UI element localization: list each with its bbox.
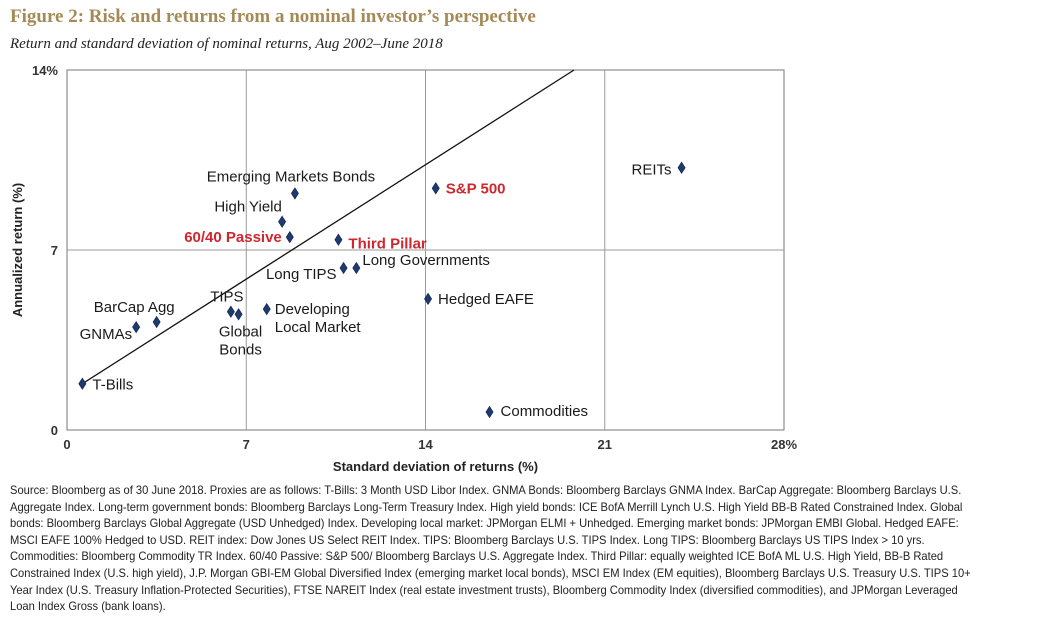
trendline-layer: [82, 69, 575, 385]
data-point-label: Developing Local Market: [275, 301, 362, 336]
data-point-label: Commodities: [501, 403, 589, 420]
data-point-label: BarCap Agg: [94, 299, 175, 316]
data-point-marker: [431, 182, 440, 195]
data-point-label: Long TIPS: [266, 266, 337, 283]
axis-layer: 0 7 14 21 28% 0 7 14% Standard deviation of retu…: [10, 63, 797, 474]
data-point-marker: [132, 320, 141, 334]
data-point-marker: [352, 261, 361, 275]
data-point-label: T-Bills: [92, 377, 133, 394]
source-note: Source: Bloomberg as of 30 June 2018. Pr…: [10, 483, 971, 614]
data-point-marker: [234, 308, 243, 321]
x-tick-label: 7: [243, 437, 250, 452]
data-point-label: High Yield: [214, 199, 282, 216]
x-tick-label: 14: [418, 437, 433, 452]
data-point-marker: [78, 377, 87, 390]
data-point-label: Third Pillar: [348, 236, 427, 253]
x-axis-title: Standard deviation of returns (%): [333, 459, 538, 474]
x-tick-label: 28%: [771, 437, 797, 452]
data-point-marker: [339, 261, 348, 275]
data-point-label: Long Governments: [362, 252, 490, 269]
data-point-marker: [285, 230, 294, 244]
data-point-marker: [424, 292, 433, 306]
data-point-label: S&P 500: [446, 180, 506, 197]
data-point-marker: [334, 233, 343, 246]
data-point-marker: [226, 305, 235, 318]
data-point-marker: [278, 215, 287, 228]
data-point-label: 60/40 Passive: [184, 229, 282, 246]
point-layer: [78, 161, 686, 419]
y-tick-label: 0: [51, 423, 58, 438]
y-tick-label: 14%: [32, 63, 58, 78]
trendline: [82, 69, 575, 385]
data-point-label: GNMAs: [80, 326, 133, 343]
data-point-label: Hedged EAFE: [438, 291, 534, 308]
data-point-marker: [290, 187, 299, 200]
data-point-marker: [485, 405, 494, 419]
figure-title: Figure 2: Risk and returns from a nomina…: [10, 6, 536, 27]
data-point-marker: [262, 302, 271, 316]
scatter-chart: 0 7 14 21 28% 0 7 14% Standard deviation of retu…: [10, 63, 797, 474]
data-point-label: TIPS: [210, 289, 243, 306]
grid-layer: [66, 69, 785, 431]
x-tick-label: 0: [63, 437, 70, 452]
y-tick-label: 7: [51, 243, 58, 258]
data-point-marker: [677, 161, 686, 174]
y-axis-title: Annualized return (%): [10, 183, 25, 317]
figure-subtitle: Return and standard deviation of nominal…: [10, 36, 443, 52]
data-point-marker: [152, 315, 161, 329]
x-tick-label: 21: [598, 437, 612, 452]
data-point-label: Global Bonds: [219, 323, 262, 358]
data-point-label: Emerging Markets Bonds: [207, 168, 375, 185]
data-point-label: REITs: [632, 162, 672, 179]
point-label-layer: T-Bills GNMAs BarCap Agg TIPS Global Bonds Dev…: [80, 162, 672, 420]
